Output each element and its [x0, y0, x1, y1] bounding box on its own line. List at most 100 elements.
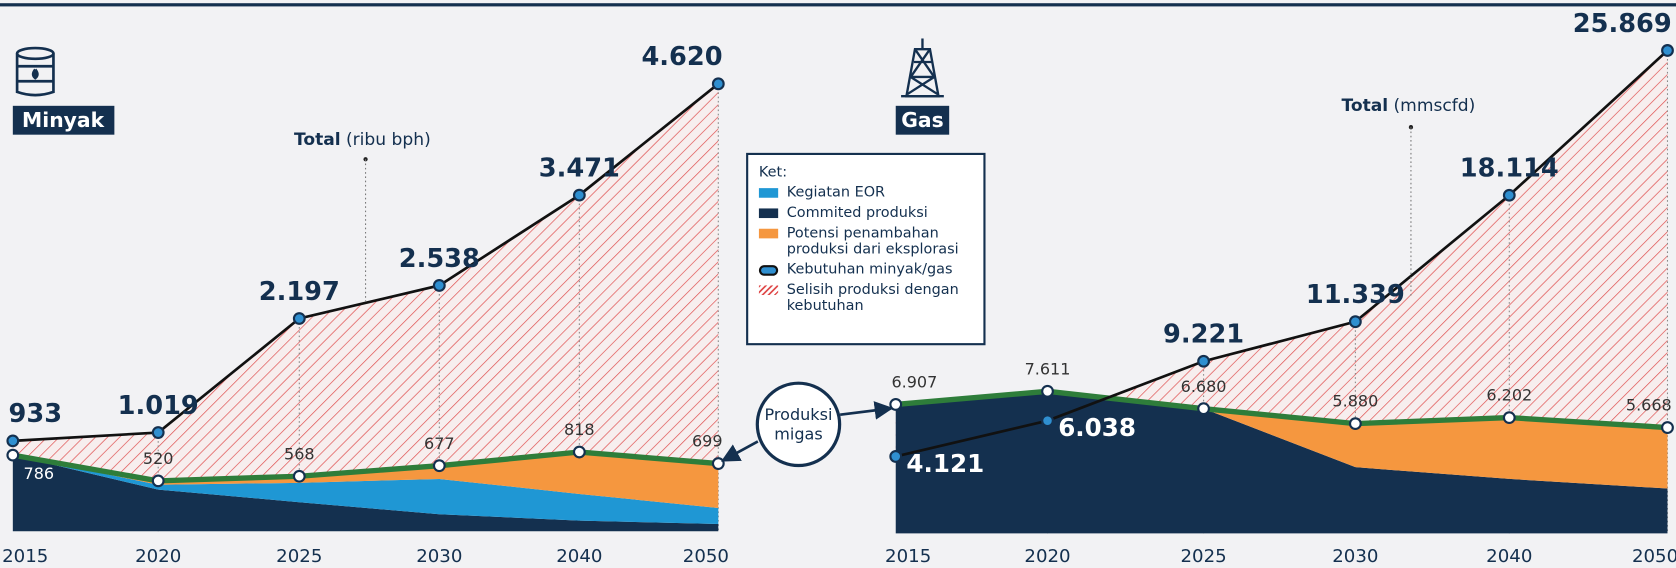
legend-swatch	[758, 285, 779, 296]
rig-icon	[901, 38, 944, 98]
demand-label: 4.620	[641, 42, 722, 72]
production-point	[572, 445, 586, 459]
demand-point	[1661, 44, 1674, 57]
production-point	[711, 457, 725, 470]
demand-label: 3.471	[539, 153, 620, 183]
production-line	[895, 388, 1668, 431]
callout-label: Produksi migas	[764, 405, 833, 444]
demand-label: 9.221	[1163, 320, 1244, 350]
production-label: 568	[284, 444, 315, 463]
legend: Ket: Kegiatan EOR Commited produksi Potens…	[746, 152, 986, 346]
legend-swatch	[758, 208, 779, 219]
demand-label: 25.869	[1573, 9, 1672, 39]
x-tick-label: 2025	[1180, 546, 1226, 567]
production-label: 6.907	[891, 373, 937, 392]
production-label: 520	[143, 449, 174, 468]
demand-line	[12, 82, 720, 443]
chart-title: Minyak	[22, 108, 105, 132]
legend-label: Potensi penambahan produksi dari eksplor…	[786, 224, 959, 258]
production-point	[1661, 421, 1674, 434]
plot-layer: 2015 933 786 2020 1.019 520 2025 2.197 568 2030 2.…	[2, 9, 1676, 567]
production-label: 7.611	[1025, 359, 1071, 378]
production-label: 786	[24, 464, 55, 483]
demand-label: 2.197	[259, 277, 340, 307]
x-tick-label: 2050	[1632, 546, 1676, 567]
demand-point	[889, 450, 903, 463]
callout-arrow	[839, 401, 894, 420]
total-annotation: Total (mmscfd)	[1341, 96, 1475, 116]
area-segment	[12, 455, 719, 532]
production-label: 677	[424, 434, 455, 453]
legend-swatch	[758, 188, 779, 198]
production-label: 5.880	[1332, 392, 1378, 411]
x-tick-label: 2030	[1332, 546, 1378, 567]
production-label: 818	[564, 420, 595, 439]
barrel-icon	[15, 46, 55, 97]
area-segment	[12, 455, 719, 524]
demand-label: 6.038	[1058, 413, 1136, 442]
callout-arrow	[720, 440, 759, 462]
demand-point	[151, 426, 165, 439]
chart-title: Gas	[901, 108, 943, 132]
production-point	[1502, 411, 1516, 425]
legend-swatch	[758, 265, 779, 276]
demand-label: 933	[9, 399, 63, 429]
demand-point	[1197, 354, 1210, 368]
production-label: 699	[692, 432, 723, 451]
area-segment	[12, 452, 719, 509]
gap-area	[895, 50, 1668, 457]
production-line	[12, 449, 719, 484]
demand-point	[6, 434, 20, 448]
top-rule	[0, 3, 1676, 7]
demand-label: 18.114	[1460, 154, 1559, 184]
production-label: 6.680	[1181, 377, 1227, 396]
x-tick-label: 2040	[1486, 546, 1532, 567]
production-point	[292, 469, 306, 483]
legend-item: Kebutuhan minyak/gas	[758, 260, 973, 278]
x-tick-label: 2020	[1024, 546, 1070, 567]
legend-item: Potensi penambahan produksi dari eksplor…	[758, 224, 973, 258]
legend-label: Kegiatan EOR	[786, 183, 886, 201]
gap-area	[12, 83, 719, 481]
title-box	[12, 105, 115, 135]
total-label: Total	[294, 130, 341, 150]
demand-label: 1.019	[118, 391, 199, 421]
production-point	[6, 448, 20, 462]
legend-swatch	[758, 228, 779, 239]
production-label: 6.202	[1486, 386, 1532, 405]
demand-point	[432, 279, 446, 292]
unit-label: (ribu bph)	[346, 130, 431, 150]
demand-label: 4.121	[906, 449, 984, 478]
unit-label: (mmscfd)	[1394, 96, 1476, 116]
x-tick-label: 2015	[2, 546, 48, 567]
legend-label: Selisih produksi dengan kebutuhan	[786, 281, 959, 315]
legend-item: Selisih produksi dengan kebutuhan	[758, 281, 973, 315]
demand-point	[292, 312, 306, 325]
demand-label: 11.339	[1306, 280, 1405, 310]
legend-label: Kebutuhan minyak/gas	[786, 260, 953, 278]
area-segment	[895, 391, 1668, 534]
demand-point	[711, 77, 725, 91]
demand-line	[895, 49, 1669, 458]
total-annotation: Total (ribu bph)	[294, 130, 431, 150]
production-point	[1041, 384, 1054, 398]
x-tick-label: 2015	[885, 546, 931, 567]
total-label: Total	[1341, 96, 1388, 116]
title-box	[895, 105, 950, 135]
callout: Produksi migas	[755, 381, 842, 468]
legend-title: Ket:	[758, 163, 788, 181]
production-point	[151, 474, 165, 488]
x-tick-label: 2030	[416, 546, 462, 567]
demand-point	[572, 188, 586, 202]
x-tick-label: 2025	[276, 546, 322, 567]
legend-item: Kegiatan EOR	[758, 183, 973, 201]
legend-label: Commited produksi	[786, 204, 928, 222]
x-tick-label: 2050	[683, 546, 729, 567]
chart-1: 2015 4.121 6.907 2020 6.038 7.611 2025 9.221 6.6…	[885, 9, 1676, 567]
demand-label: 2.538	[399, 244, 480, 274]
demand-point	[1348, 315, 1362, 329]
demand-point	[1041, 414, 1054, 428]
production-point	[889, 398, 903, 411]
